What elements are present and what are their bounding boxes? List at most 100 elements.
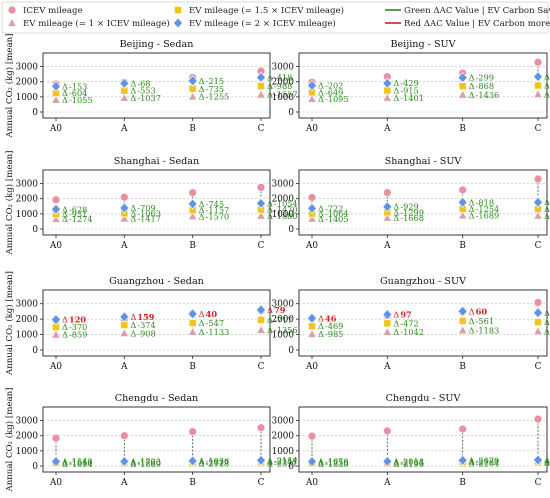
- delta-label-delta1: -1869: [137, 459, 161, 469]
- delta-symbol: Δ: [267, 457, 273, 467]
- delta-label-delta1: -1880: [274, 211, 298, 221]
- x-tick-label: B: [189, 478, 195, 488]
- y-tick-label: 3000: [272, 180, 295, 190]
- delta-label-delta2: -153: [69, 81, 87, 91]
- delta-symbol: Δ: [199, 205, 205, 215]
- delta-symbol: Δ: [130, 93, 136, 103]
- ev1-point: [119, 92, 130, 102]
- delta-label-delta2: 159: [137, 312, 154, 322]
- delta-label-delta1: -1055: [69, 95, 93, 105]
- delta-label-delta15: -735: [206, 84, 224, 94]
- y-axis-label: Annual CO₂ (kg) [mean]: [4, 388, 15, 493]
- delta-label-delta2: -628: [69, 204, 87, 214]
- delta-symbol: Δ: [544, 211, 550, 221]
- x-tick-label: A0: [49, 478, 62, 488]
- delta-label-delta2: -202: [325, 81, 343, 91]
- delta-symbol: Δ: [544, 89, 550, 99]
- delta-label-delta2: -2070: [476, 455, 500, 465]
- y-tick-label: 0: [32, 225, 38, 235]
- delta-symbol: Δ: [62, 95, 68, 105]
- y-tick-label: 0: [32, 108, 38, 118]
- ev15-point: [188, 318, 197, 327]
- delta-symbol: Δ: [130, 208, 136, 218]
- delta-symbol: Δ: [199, 318, 205, 328]
- delta-symbol: Δ: [318, 313, 324, 323]
- delta-symbol: Δ: [469, 90, 475, 100]
- ev1-point: [119, 327, 130, 338]
- delta-symbol: Δ: [130, 457, 136, 467]
- delta-label-delta15: -2167: [476, 457, 500, 467]
- y-tick-label: 3000: [272, 63, 295, 73]
- x-tick-label: A: [120, 241, 128, 251]
- legend-marker-circle: [7, 5, 17, 15]
- icev-point: [533, 174, 543, 184]
- y-tick-label: 1000: [272, 93, 295, 103]
- delta-symbol: Δ: [318, 203, 324, 213]
- panel-title: Shanghai - Sedan: [114, 156, 199, 167]
- ev2-point: [187, 75, 198, 87]
- delta-symbol: Δ: [544, 317, 550, 327]
- delta-label-delta1: -985: [325, 329, 343, 339]
- delta-label-delta2: -929: [400, 202, 418, 212]
- ev2-point: [382, 201, 393, 213]
- icev-point: [188, 427, 198, 437]
- delta-label-delta2: -299: [476, 73, 494, 83]
- icev-point: [458, 185, 468, 195]
- delta-symbol: Δ: [469, 325, 475, 335]
- delta-label-delta1: -908: [137, 328, 155, 338]
- delta-label-delta2: -1054: [274, 198, 298, 208]
- x-tick-label: C: [258, 362, 265, 372]
- y-tick-label: 3000: [272, 300, 295, 310]
- y-tick-label: 1000: [16, 447, 39, 457]
- ev2-point: [457, 454, 468, 466]
- delta-label-delta1: -2118: [206, 459, 230, 469]
- delta-symbol: Δ: [393, 458, 399, 468]
- delta-symbol: Δ: [469, 458, 475, 468]
- delta-label-delta15: -1753: [325, 458, 349, 468]
- y-tick-label: 2000: [16, 315, 39, 325]
- icev-point: [533, 57, 543, 67]
- delta-label-delta15: -649: [325, 87, 343, 97]
- ev2-point: [532, 196, 544, 208]
- delta-label-delta15: -553: [137, 86, 155, 96]
- y-tick-label: 1000: [272, 210, 295, 220]
- delta-label-delta2: -745: [206, 199, 224, 209]
- delta-label-delta2: -1676: [325, 457, 349, 467]
- delta-symbol: Δ: [469, 73, 475, 83]
- delta-symbol: Δ: [469, 81, 475, 91]
- delta-symbol: Δ: [199, 309, 205, 319]
- delta-label-delta15: -1063: [137, 208, 161, 218]
- delta-symbol: Δ: [393, 213, 399, 223]
- delta-symbol: Δ: [469, 455, 475, 465]
- icev-point: [51, 195, 61, 205]
- delta-symbol: Δ: [318, 458, 324, 468]
- delta-symbol: Δ: [130, 86, 136, 96]
- delta-symbol: Δ: [199, 211, 205, 221]
- legend-marker-diamond: [172, 17, 184, 29]
- x-tick-label: A: [383, 478, 391, 488]
- delta-symbol: Δ: [393, 318, 399, 328]
- delta-label-delta1: -1668: [400, 213, 424, 223]
- delta-symbol: Δ: [318, 209, 324, 219]
- delta-label-delta2: -1703: [137, 457, 161, 467]
- y-tick-label: 0: [288, 462, 294, 472]
- delta-label-delta1: -859: [69, 330, 87, 340]
- y-axis-label: Annual CO₂ (kg) [mean]: [4, 151, 15, 256]
- delta-symbol: Δ: [544, 455, 550, 465]
- delta-label-delta1: -2190: [400, 459, 424, 469]
- delta-label-delta15: -1470: [274, 205, 298, 215]
- delta-symbol: Δ: [199, 92, 205, 102]
- y-tick-label: 1000: [16, 93, 39, 103]
- ev1-point: [457, 210, 468, 220]
- legend-label: Red ΔAC Value | EV Carbon more: [404, 19, 550, 29]
- delta-symbol: Δ: [62, 315, 68, 325]
- delta-label-delta1: -1689: [476, 211, 500, 221]
- ev15-point: [120, 321, 129, 330]
- ev1-point: [255, 324, 267, 334]
- delta-label-delta2: -1543: [69, 457, 93, 467]
